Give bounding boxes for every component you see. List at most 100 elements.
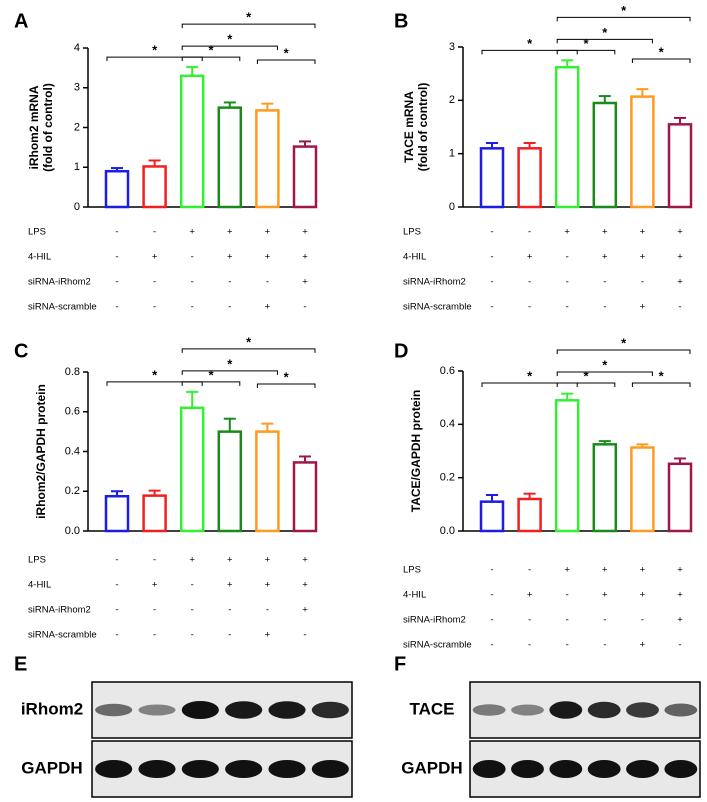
condition-mark: + (564, 227, 570, 238)
significance-star: * (208, 43, 214, 58)
condition-mark: - (191, 580, 194, 591)
condition-mark: - (528, 227, 531, 238)
significance-bracket (556, 371, 653, 376)
condition-mark: - (566, 252, 569, 263)
significance-bracket (256, 59, 316, 64)
significance-bracket (106, 56, 203, 62)
condition-name: siRNA-scramble (403, 640, 472, 651)
condition-mark: - (490, 615, 493, 626)
condition-mark: - (303, 302, 306, 313)
significance-star: * (527, 368, 533, 383)
condition-mark: - (566, 640, 569, 651)
blot-band (587, 701, 621, 719)
significance-bracket (181, 23, 316, 29)
panel-label: A (14, 10, 28, 32)
bar (630, 95, 655, 209)
y-tick-label: 0.6 (65, 406, 80, 418)
bar (517, 497, 542, 533)
condition-mark: + (302, 555, 308, 566)
significance-bracket (556, 38, 653, 44)
significance-star: * (227, 32, 233, 47)
condition-mark: + (227, 555, 233, 566)
significance-bracket (256, 383, 316, 388)
panel-label: B (394, 10, 408, 32)
condition-mark: - (228, 277, 231, 288)
blot-band (626, 760, 659, 778)
significance-bracket (631, 58, 691, 63)
condition-mark: + (564, 565, 570, 576)
bar (255, 430, 280, 533)
condition-name: siRNA-scramble (403, 302, 472, 313)
condition-name: 4-HIL (28, 580, 51, 591)
condition-mark: + (640, 252, 646, 263)
condition-mark: - (490, 565, 493, 576)
blot-band (587, 760, 621, 778)
y-tick-label: 0.0 (440, 525, 455, 537)
bar (142, 165, 167, 209)
condition-name: siRNA-iRhom2 (28, 605, 91, 616)
significance-star: * (659, 44, 665, 59)
blot-label: iRhom2 (21, 699, 83, 718)
condition-mark: + (527, 590, 533, 601)
condition-mark: - (528, 302, 531, 313)
blot-band (225, 701, 263, 719)
y-tick-label: 3 (449, 41, 455, 53)
significance-bracket (181, 381, 241, 386)
condition-name: 4-HIL (403, 590, 426, 601)
blot-band (95, 760, 133, 778)
condition-mark: - (490, 252, 493, 263)
y-axis-label: iRhom2/GAPDH protein (34, 384, 48, 519)
y-axis-label: TACE mRNA (402, 91, 416, 163)
condition-mark: + (677, 227, 683, 238)
condition-mark: + (152, 580, 158, 591)
significance-star: * (602, 357, 608, 372)
blot-band (138, 704, 176, 716)
y-tick-label: 4 (74, 42, 80, 54)
significance-star: * (152, 43, 158, 58)
condition-mark: - (566, 590, 569, 601)
condition-name: 4-HIL (28, 252, 51, 263)
bar (142, 494, 167, 533)
bar (517, 147, 542, 209)
condition-mark: - (528, 640, 531, 651)
significance-bracket (181, 370, 278, 375)
bar (179, 74, 205, 209)
condition-mark: + (227, 252, 233, 263)
y-axis-label: (fold of control) (416, 83, 430, 172)
condition-mark: + (640, 302, 646, 313)
y-tick-label: 0.8 (65, 366, 80, 378)
bar (292, 461, 318, 533)
condition-mark: - (115, 555, 118, 566)
condition-mark: - (678, 302, 681, 313)
blot-band (311, 701, 349, 719)
condition-mark: + (302, 605, 308, 616)
significance-bracket (481, 49, 578, 55)
condition-name: siRNA-iRhom2 (403, 615, 466, 626)
bar (630, 446, 655, 533)
condition-mark: + (677, 277, 683, 288)
condition-mark: - (266, 605, 269, 616)
y-tick-label: 0 (449, 201, 455, 213)
bar (217, 430, 243, 533)
bar (179, 406, 205, 533)
condition-mark: + (265, 580, 271, 591)
condition-mark: + (527, 252, 533, 263)
condition-mark: + (265, 555, 271, 566)
y-tick-label: 1 (74, 161, 80, 173)
condition-name: siRNA-scramble (28, 302, 97, 313)
condition-mark: + (640, 640, 646, 651)
blot-frame (91, 681, 353, 739)
condition-mark: - (115, 302, 118, 313)
condition-mark: - (528, 277, 531, 288)
blot-band (664, 760, 698, 778)
significance-bracket (181, 348, 316, 353)
condition-mark: - (490, 302, 493, 313)
significance-bracket (181, 56, 241, 62)
blot-band (472, 704, 506, 716)
condition-name: siRNA-iRhom2 (28, 277, 91, 288)
blot-band (311, 760, 349, 778)
condition-mark: - (528, 565, 531, 576)
condition-mark: + (152, 252, 158, 263)
condition-mark: - (641, 277, 644, 288)
condition-mark: + (640, 227, 646, 238)
